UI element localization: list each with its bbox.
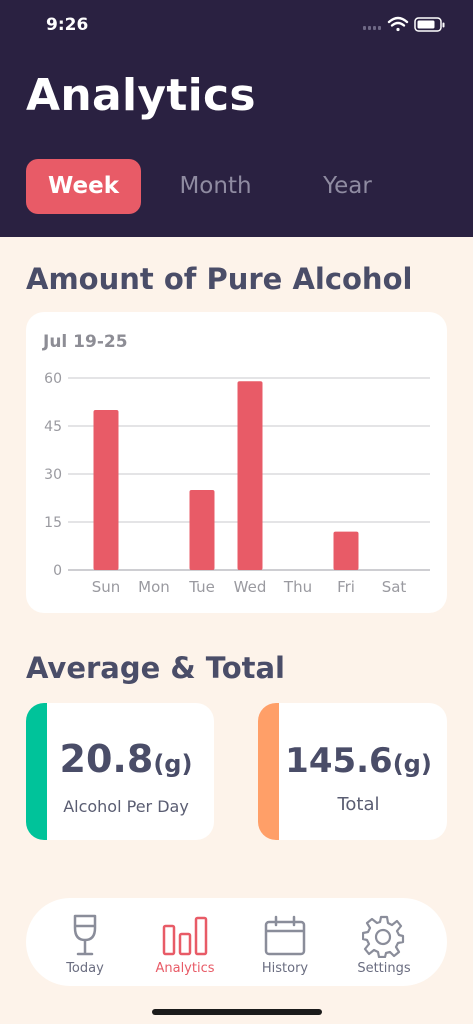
x-tick-label: Tue	[188, 578, 215, 596]
x-tick-label: Sun	[92, 578, 121, 596]
bottom-tab-bar: Today Analytics History Settings	[26, 898, 447, 986]
y-tick-label: 60	[44, 371, 62, 387]
header: 9:26 Analytics Week Month Year	[0, 0, 473, 237]
tabbar-item-settings[interactable]: Settings	[336, 898, 432, 986]
calendar-icon	[264, 915, 306, 956]
tabbar-item-today[interactable]: Today	[37, 898, 133, 986]
y-tick-label: 30	[44, 467, 62, 483]
average-value-line: 20.8(g)	[26, 737, 214, 781]
average-card: 20.8(g) Alcohol Per Day	[26, 703, 214, 840]
average-value: 20.8	[59, 737, 154, 781]
y-tick-label: 45	[44, 419, 62, 435]
x-tick-label: Sat	[382, 578, 407, 596]
chart-section-title: Amount of Pure Alcohol	[26, 262, 413, 296]
summary-section-title: Average & Total	[26, 651, 285, 685]
tab-year[interactable]: Year	[323, 173, 372, 199]
gear-icon	[362, 915, 405, 958]
tabbar-label-settings: Settings	[357, 961, 411, 976]
battery-icon	[414, 17, 445, 32]
x-tick-label: Mon	[138, 578, 170, 596]
wifi-icon	[387, 16, 409, 32]
average-unit: (g)	[153, 750, 193, 778]
tab-week[interactable]: Week	[26, 159, 141, 214]
bar-tue	[189, 490, 215, 570]
average-label: Alcohol Per Day	[63, 797, 189, 816]
cellular-signal-icon	[363, 26, 381, 30]
alcohol-bar-chart: 0 15 30 45 60 Sun Mon Tue Wed Thu Fri Sat	[44, 371, 430, 596]
total-value-line: 145.6(g)	[258, 741, 447, 781]
average-accent-strip	[26, 703, 47, 840]
bar-fri	[333, 531, 359, 570]
chart-period-label: Jul 19-25	[43, 332, 128, 352]
total-accent-strip	[258, 703, 279, 840]
y-tick-label: 15	[44, 515, 62, 531]
home-indicator	[152, 1009, 322, 1015]
wine-glass-icon	[73, 914, 97, 956]
status-icons	[363, 16, 445, 32]
tabbar-label-analytics: Analytics	[155, 961, 215, 976]
page-title: Analytics	[26, 70, 256, 121]
tab-month[interactable]: Month	[179, 173, 252, 199]
bar-wed	[237, 381, 263, 570]
y-tick-label: 0	[53, 563, 62, 579]
total-unit: (g)	[392, 750, 432, 778]
total-value: 145.6	[285, 741, 393, 781]
status-time: 9:26	[46, 15, 89, 35]
x-tick-label: Fri	[337, 578, 355, 596]
total-label: Total	[337, 794, 380, 815]
x-tick-label: Thu	[283, 578, 312, 596]
total-card: 145.6(g) Total	[258, 703, 447, 840]
tabbar-item-history[interactable]: History	[237, 898, 333, 986]
tabbar-label-history: History	[261, 961, 309, 976]
tabbar-item-analytics[interactable]: Analytics	[137, 898, 233, 986]
tabbar-label-today: Today	[66, 961, 104, 976]
x-tick-label: Wed	[234, 578, 267, 596]
bar-chart-icon	[162, 916, 208, 956]
bar-sun	[93, 410, 119, 570]
